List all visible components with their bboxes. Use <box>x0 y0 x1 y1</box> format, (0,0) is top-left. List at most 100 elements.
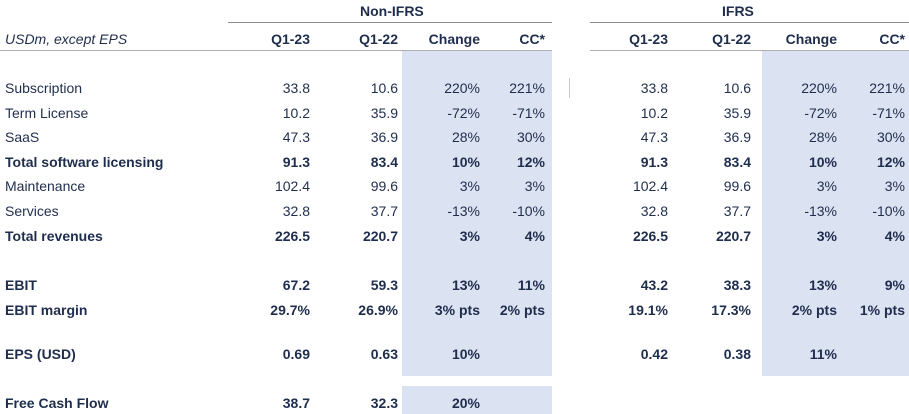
cell-nonifrs: -13% <box>447 203 480 219</box>
group-rule-ifrs <box>590 22 909 23</box>
cell-nonifrs: 33.8 <box>282 80 310 96</box>
cell-ifrs: 19.1% <box>628 302 668 318</box>
cell-nonifrs: 0.69 <box>282 346 310 362</box>
cell-ifrs: 17.3% <box>711 302 751 318</box>
cell-ifrs: 226.5 <box>632 228 668 244</box>
cell-nonifrs: -10% <box>512 203 545 219</box>
cell-ifrs: 99.6 <box>723 178 751 194</box>
row-label: Services <box>5 203 59 219</box>
cell-ifrs: 10.2 <box>640 105 668 121</box>
col-header-ifrs: Q1-23 <box>629 31 668 47</box>
cell-nonifrs: 220% <box>444 80 480 96</box>
cell-nonifrs: 30% <box>516 129 545 145</box>
cell-nonifrs: 0.63 <box>370 346 398 362</box>
cell-nonifrs: 38.7 <box>282 395 310 411</box>
cell-nonifrs: -72% <box>447 105 480 121</box>
col-header-nonifrs: Q1-22 <box>359 31 398 47</box>
cell-nonifrs: 13% <box>451 277 480 293</box>
cell-ifrs: 221% <box>869 80 905 96</box>
row-label: Subscription <box>5 80 83 96</box>
cell-ifrs: 4% <box>884 228 905 244</box>
ifrs-change-band <box>762 50 909 376</box>
cell-ifrs: 13% <box>808 277 837 293</box>
cell-nonifrs: 99.6 <box>370 178 398 194</box>
cell-ifrs: 11% <box>809 346 837 362</box>
cell-ifrs: 10% <box>808 154 837 170</box>
units-label: USDm, except EPS <box>5 31 128 47</box>
cell-nonifrs: 10.2 <box>282 105 310 121</box>
cell-ifrs: 37.7 <box>723 203 751 219</box>
col-header-ifrs: Q1-22 <box>712 31 751 47</box>
cell-ifrs: -13% <box>804 203 837 219</box>
cell-nonifrs: 11% <box>517 277 545 293</box>
cell-nonifrs: 3% <box>459 178 480 194</box>
group-header-nonifrs: Non-IFRS <box>360 3 424 19</box>
nonifrs-fcf-band <box>402 386 552 414</box>
cell-ifrs: 38.3 <box>723 277 751 293</box>
group-rule-nonifrs <box>228 22 552 23</box>
cell-ifrs: 12% <box>876 154 905 170</box>
cell-nonifrs: 10.6 <box>370 80 398 96</box>
cell-ifrs: 2% pts <box>791 302 837 318</box>
cell-ifrs: 3% <box>884 178 905 194</box>
row-label: EBIT margin <box>5 302 88 318</box>
cell-ifrs: 47.3 <box>640 129 668 145</box>
cell-nonifrs: 4% <box>524 228 545 244</box>
cell-nonifrs: 37.7 <box>370 203 398 219</box>
cell-nonifrs: 28% <box>451 129 480 145</box>
cell-nonifrs: 10% <box>451 346 480 362</box>
cell-ifrs: 3% <box>816 228 837 244</box>
header-rule-ifrs <box>590 50 909 51</box>
cell-nonifrs: 29.7% <box>270 302 310 318</box>
col-header-nonifrs: Q1-23 <box>271 31 310 47</box>
cell-nonifrs: 3% pts <box>434 302 480 318</box>
cell-ifrs: -71% <box>872 105 905 121</box>
row-label: EPS (USD) <box>5 346 76 362</box>
col-header-nonifrs: Change <box>428 31 480 47</box>
cell-nonifrs: 3% <box>459 228 480 244</box>
cell-nonifrs: 26.9% <box>358 302 398 318</box>
cell-nonifrs: -71% <box>512 105 545 121</box>
cell-ifrs: 83.4 <box>723 154 751 170</box>
row-label: Free Cash Flow <box>5 395 109 411</box>
cell-ifrs: 220.7 <box>715 228 751 244</box>
cell-ifrs: 33.8 <box>640 80 668 96</box>
cell-nonifrs: 32.3 <box>370 395 398 411</box>
cell-nonifrs: 12% <box>516 154 545 170</box>
col-header-ifrs: CC* <box>879 31 905 47</box>
cell-ifrs: 0.38 <box>723 346 751 362</box>
row-label: Maintenance <box>5 178 86 194</box>
cell-ifrs: 43.2 <box>640 277 668 293</box>
cell-ifrs: -72% <box>804 105 837 121</box>
cell-ifrs: 102.4 <box>632 178 668 194</box>
cell-ifrs: 220% <box>801 80 837 96</box>
cell-nonifrs: 3% <box>524 178 545 194</box>
cell-nonifrs: 36.9 <box>370 129 398 145</box>
cell-nonifrs: 32.8 <box>282 203 310 219</box>
row-label: Term License <box>5 105 89 121</box>
cell-nonifrs: 226.5 <box>274 228 310 244</box>
cell-nonifrs: 47.3 <box>282 129 310 145</box>
cell-ifrs: 91.3 <box>640 154 668 170</box>
cell-ifrs: 36.9 <box>723 129 751 145</box>
cell-ifrs: 9% <box>884 277 905 293</box>
col-header-nonifrs: CC* <box>519 31 545 47</box>
nonifrs-change-band <box>402 50 552 376</box>
cell-nonifrs: 2% pts <box>499 302 545 318</box>
row-label: SaaS <box>5 129 40 145</box>
cell-nonifrs: 35.9 <box>370 105 398 121</box>
cell-nonifrs: 20% <box>451 395 480 411</box>
row-label: Total revenues <box>5 228 103 244</box>
cell-ifrs: -10% <box>872 203 905 219</box>
cell-ifrs: 32.8 <box>640 203 668 219</box>
cell-ifrs: 30% <box>876 129 905 145</box>
cell-ifrs: 10.6 <box>723 80 751 96</box>
cell-ifrs: 35.9 <box>723 105 751 121</box>
cell-ifrs: 3% <box>816 178 837 194</box>
cell-ifrs: 28% <box>808 129 837 145</box>
cell-nonifrs: 220.7 <box>362 228 398 244</box>
cell-nonifrs: 59.3 <box>370 277 398 293</box>
cell-nonifrs: 67.2 <box>282 277 310 293</box>
col-header-ifrs: Change <box>785 31 837 47</box>
cell-ifrs: 0.42 <box>640 346 668 362</box>
